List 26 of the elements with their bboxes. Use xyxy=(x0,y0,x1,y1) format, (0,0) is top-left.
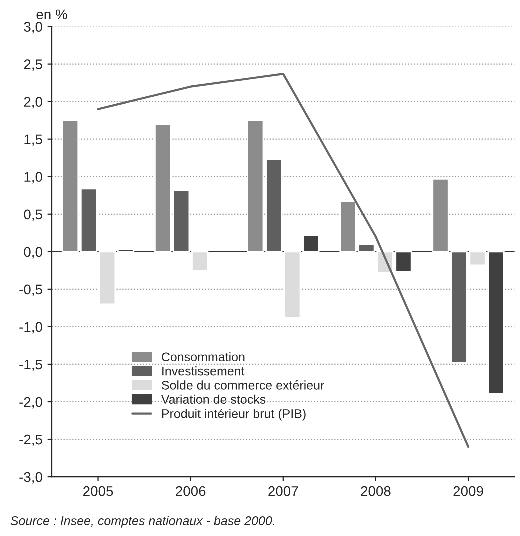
source-note: Source : Insee, comptes nationaux - base 2000. xyxy=(10,516,274,528)
y-tick-label: 3,0 xyxy=(24,22,42,34)
x-tick-label: 2009 xyxy=(454,486,484,496)
legend-label: Investissement xyxy=(162,366,245,376)
y-tick-label: -0,5 xyxy=(20,284,42,296)
x-tick-label: 2006 xyxy=(176,486,206,496)
line-series xyxy=(97,73,470,448)
y-tick-label: 0,5 xyxy=(24,210,42,222)
y-tick-label: -2,0 xyxy=(20,397,42,409)
y-tick-label: 1,0 xyxy=(24,172,42,184)
x-tick-label: 2008 xyxy=(361,486,391,496)
y-tick-label: -1,5 xyxy=(20,360,42,372)
x-tick-label: 2007 xyxy=(268,486,298,496)
y-axis-title: en % xyxy=(36,10,68,20)
y-tick-label: -1,0 xyxy=(20,322,42,334)
legend-label: Consommation xyxy=(162,352,245,362)
legend-label: Solde du commerce extérieur xyxy=(162,380,324,390)
legend-label: Variation de stocks xyxy=(161,394,266,404)
y-tick-label: 0,0 xyxy=(24,247,42,259)
y-tick-label: 2,0 xyxy=(24,97,42,109)
y-tick-label: -3,0 xyxy=(20,472,42,484)
y-tick-label: -2,5 xyxy=(20,434,42,446)
x-tick-label: 2005 xyxy=(84,486,114,496)
y-tick-label: 2,5 xyxy=(24,60,42,72)
y-tick-label: 1,5 xyxy=(24,134,42,146)
legend-label: Produit intérieur brut (PIB) xyxy=(162,408,306,421)
